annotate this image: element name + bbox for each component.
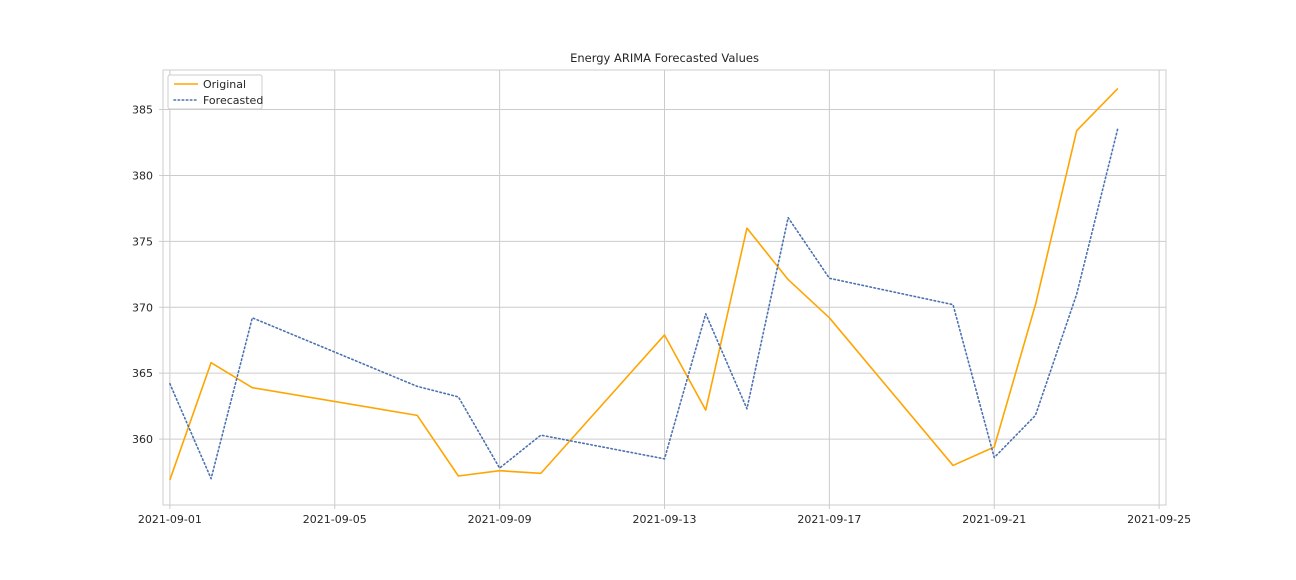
y-tick-label: 370: [132, 301, 153, 314]
y-tick-label: 365: [132, 367, 153, 380]
data-point-original: [664, 334, 666, 336]
data-point-original: [251, 387, 253, 389]
data-point-original: [787, 279, 789, 281]
data-point-forecasted: [1034, 414, 1036, 416]
data-point-original: [540, 472, 542, 474]
data-point-forecasted: [1117, 127, 1119, 129]
x-tick-label: 2021-09-05: [303, 513, 367, 526]
x-tick-label: 2021-09-21: [962, 513, 1026, 526]
data-point-original: [828, 317, 830, 319]
data-point-forecasted: [540, 434, 542, 436]
x-tick-label: 2021-09-17: [797, 513, 861, 526]
y-tick-label: 385: [132, 104, 153, 117]
data-point-forecasted: [952, 304, 954, 306]
data-point-forecasted: [499, 467, 501, 469]
legend: Original Forecasted: [167, 74, 263, 110]
data-point-forecasted: [787, 217, 789, 219]
data-point-forecasted: [210, 478, 212, 480]
data-point-original: [746, 227, 748, 229]
x-axis-ticks: 2021-09-01 2021-09-05 2021-09-09 2021-09-13…: [138, 505, 1191, 526]
data-point-forecasted: [664, 458, 666, 460]
data-point-forecasted: [746, 408, 748, 410]
chart-title: Energy ARIMA Forecasted Values: [570, 51, 759, 65]
data-point-original: [1076, 130, 1078, 132]
series-line-forecasted: [169, 127, 1119, 480]
data-point-forecasted: [169, 383, 171, 385]
grid-lines: [163, 70, 1166, 505]
data-point-original: [952, 464, 954, 466]
data-point-original: [499, 470, 501, 472]
series-line-original: [169, 87, 1119, 481]
data-point-original: [1117, 87, 1119, 89]
y-tick-label: 380: [132, 169, 153, 182]
data-point-original: [416, 414, 418, 416]
data-point-forecasted: [828, 277, 830, 279]
data-point-forecasted: [416, 385, 418, 387]
legend-label-forecasted: Forecasted: [203, 94, 263, 107]
y-tick-label: 360: [132, 433, 153, 446]
data-point-forecasted: [705, 313, 707, 315]
data-point-forecasted: [993, 457, 995, 459]
legend-label-original: Original: [203, 78, 246, 91]
data-point-forecasted: [457, 396, 459, 398]
y-axis-ticks: 360 365 370 375 380 385: [132, 104, 163, 446]
series-lines: [169, 87, 1119, 481]
data-point-original: [1034, 304, 1036, 306]
x-tick-label: 2021-09-25: [1127, 513, 1191, 526]
data-point-original: [169, 479, 171, 481]
data-point-original: [705, 409, 707, 411]
data-point-original: [993, 446, 995, 448]
x-tick-label: 2021-09-09: [468, 513, 532, 526]
data-point-forecasted: [1076, 293, 1078, 295]
y-tick-label: 375: [132, 235, 153, 248]
data-point-original: [210, 362, 212, 364]
data-point-forecasted: [251, 317, 253, 319]
x-tick-label: 2021-09-01: [138, 513, 202, 526]
data-point-original: [457, 475, 459, 477]
x-tick-label: 2021-09-13: [633, 513, 697, 526]
